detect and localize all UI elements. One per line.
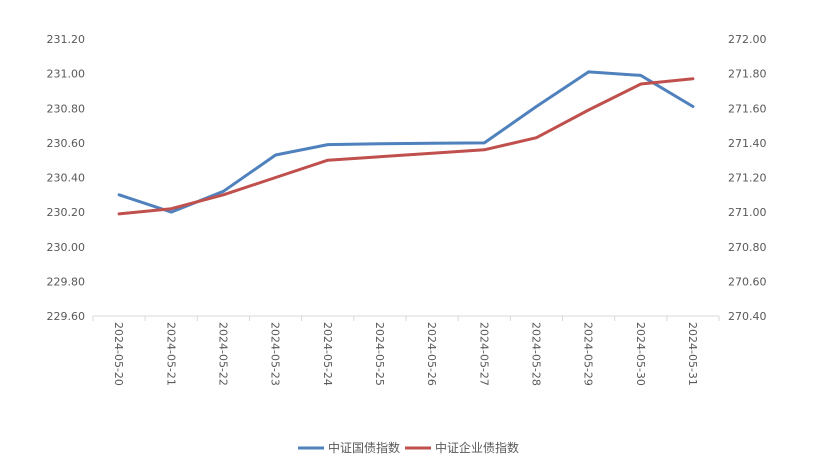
series-1-point	[118, 212, 121, 215]
y-right-tick-label: 271.00	[728, 206, 767, 219]
y-left-tick-label: 229.80	[47, 275, 86, 288]
series-1-point	[378, 155, 381, 158]
y-left-tick-label: 230.20	[47, 206, 86, 219]
chart-series	[117, 70, 695, 216]
chart-axes: 229.60 229.80 230.00 230.20 230.40 230.60 230.…	[47, 33, 767, 386]
series-1-point	[431, 152, 434, 155]
x-tick-label: 2024-05-22	[216, 322, 229, 386]
series-1-point	[274, 176, 277, 179]
y-left-tick-label: 231.00	[47, 68, 86, 81]
series-0-point	[222, 190, 225, 193]
x-tick-label: 2024-05-29	[582, 322, 595, 386]
series-1-point	[170, 207, 173, 210]
series-0-point	[118, 193, 121, 196]
y-right-tick-label: 270.80	[728, 241, 767, 254]
chart-legend: 中证国债指数 中证企业债指数	[298, 440, 519, 455]
y-right-tick-label: 272.00	[728, 33, 767, 46]
y-right-tick-label: 270.60	[728, 275, 767, 288]
x-tick-label: 2024-05-30	[634, 322, 647, 386]
y-right-tick-label: 271.20	[728, 172, 767, 185]
legend-label-1: 中证企业债指数	[435, 440, 519, 455]
x-tick-label: 2024-05-26	[425, 322, 438, 386]
series-0-point	[587, 70, 590, 73]
legend-label-0: 中证国债指数	[328, 440, 400, 455]
x-tick-label: 2024-05-28	[529, 322, 542, 386]
x-tick-label: 2024-05-25	[373, 322, 386, 386]
y-right-tick-label: 271.40	[728, 137, 767, 150]
series-0-point	[483, 141, 486, 144]
y-right-tick-label: 271.80	[728, 68, 767, 81]
series-0-point	[274, 153, 277, 156]
series-line-0	[117, 70, 695, 214]
x-tick-label: 2024-05-23	[269, 322, 282, 386]
series-1-point	[535, 136, 538, 139]
series-1-point	[483, 148, 486, 151]
series-0-point	[535, 105, 538, 108]
x-tick-label: 2024-05-20	[112, 322, 125, 386]
series-0-point	[691, 105, 694, 108]
y-left-tick-label: 230.60	[47, 137, 86, 150]
x-tick-label: 2024-05-31	[686, 322, 699, 386]
series-1-point	[326, 159, 329, 162]
x-tick-label: 2024-05-21	[164, 322, 177, 386]
x-tick-label: 2024-05-27	[477, 322, 490, 386]
y-left-tick-label: 230.40	[47, 172, 86, 185]
series-1-point	[639, 83, 642, 86]
y-left-tick-label: 230.00	[47, 241, 86, 254]
series-0-point	[378, 142, 381, 145]
y-right-tick-label: 270.40	[728, 310, 767, 323]
series-1-point	[691, 77, 694, 80]
y-left-tick-label: 229.60	[47, 310, 86, 323]
series-0-point	[639, 74, 642, 77]
series-0-point	[170, 211, 173, 214]
x-tick-label: 2024-05-24	[321, 322, 334, 386]
y-right-tick-label: 271.60	[728, 102, 767, 115]
series-1-point	[222, 193, 225, 196]
series-line-1	[117, 77, 695, 216]
y-left-tick-label: 231.20	[47, 33, 86, 46]
y-left-tick-label: 230.80	[47, 102, 86, 115]
series-0-point	[431, 142, 434, 145]
series-0-point	[326, 143, 329, 146]
series-1-point	[587, 108, 590, 111]
